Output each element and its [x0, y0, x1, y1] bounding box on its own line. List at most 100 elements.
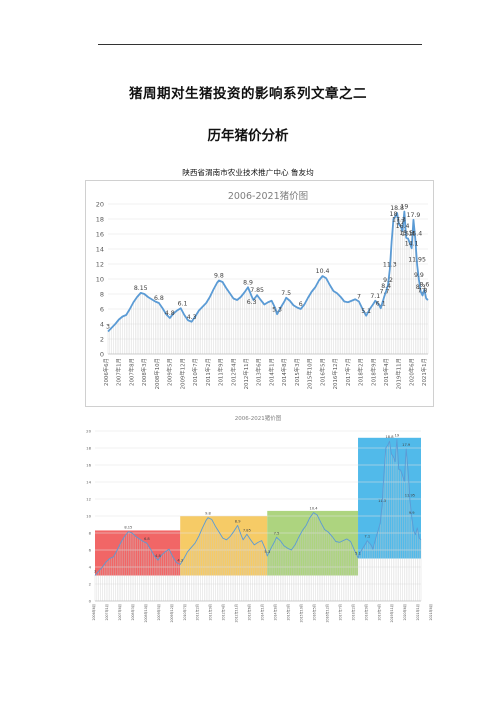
x-tick-label: 2007年1月 [104, 604, 109, 621]
x-tick-label: 2017年7月 [344, 358, 352, 386]
price-chart-cycles-svg: 2006-2021猪价图 0 2 4 6 8 10 12 14 16 18 20 2006年6月 2007… [86, 414, 433, 623]
x-tick-label: 2016年5月 [318, 358, 326, 386]
data-label: 7.1 [364, 535, 370, 539]
data-label: 7 [357, 294, 361, 301]
x-tick-label: 2018年9月 [369, 358, 377, 386]
data-label: 7.7 [379, 288, 389, 295]
data-label: 8.15 [124, 526, 132, 530]
data-label: 8.3 [416, 284, 426, 291]
data-label: 9.9 [414, 272, 424, 279]
data-label: 19 [400, 204, 408, 211]
data-label: 16.4 [396, 223, 410, 230]
data-label: 3 [94, 570, 96, 574]
x-tick-label: 2019年4月 [376, 604, 381, 621]
y-tick-label: 18 [96, 215, 104, 223]
data-label: 5.1 [355, 552, 361, 556]
y-tick-label: 16 [86, 462, 91, 467]
data-label: 9.9 [409, 511, 415, 515]
data-label: 6.1 [178, 300, 188, 307]
x-tick-label: 2007年8月 [127, 358, 135, 386]
data-label: 19 [395, 434, 400, 438]
x-tick-label: 2015年10月 [298, 604, 303, 623]
data-label: 18.8 [386, 435, 395, 439]
y-tick-label: 20 [86, 428, 91, 433]
chart-title: 2006-2021猪价图 [235, 414, 282, 422]
data-label: 9.2 [383, 277, 393, 284]
x-tick-label: 2007年8月 [117, 604, 122, 621]
x-tick-label: 2009年12月 [178, 358, 186, 389]
x-tick-label: 2012年4月 [229, 358, 237, 386]
chart-title: 2006-2021猪价图 [228, 190, 308, 202]
y-tick-label: 14 [96, 245, 104, 253]
data-label: 11.3 [378, 499, 386, 503]
y-tick-label: 14 [86, 479, 91, 484]
data-label: 11.95 [405, 493, 415, 497]
data-label: 8.15 [134, 285, 148, 292]
article-title: 猪周期对生猪投资的影响系列文章之二 [129, 86, 367, 102]
data-label: 18.8 [390, 205, 404, 212]
x-tick-label: 2011年2月 [195, 604, 200, 621]
data-label: 6.8 [154, 295, 164, 302]
data-label: 7.5 [274, 531, 280, 535]
x-tick-label: 2015年3月 [285, 604, 290, 621]
cycle-region-3 [267, 510, 359, 576]
data-label: 6.8 [144, 537, 150, 541]
x-tick-label: 2019年11月 [395, 358, 403, 389]
y-tick-label: 18 [86, 445, 91, 450]
data-label: 3 [106, 324, 110, 331]
x-tick-label: 2018年9月 [363, 604, 368, 621]
author-line: 陕西省渭南市农业技术推广中心 鲁友均 [182, 168, 314, 177]
data-label: 7.85 [243, 528, 251, 532]
x-tick-label: 2008年3月 [140, 358, 148, 386]
y-tick-label: 6 [100, 305, 104, 313]
data-label: 6.1 [376, 300, 386, 307]
x-tick-label: 2021年1月 [420, 358, 428, 386]
y-tick-label: 0 [100, 350, 104, 358]
y-tick-label: 0 [89, 598, 92, 603]
x-tick-label: 2016年5月 [311, 604, 316, 621]
data-label: 4.3 [187, 314, 197, 321]
x-tick-label: 2012年11月 [234, 604, 239, 623]
data-label: 5.3 [272, 306, 282, 313]
data-label: 11.3 [383, 261, 397, 268]
data-label: 17.9 [402, 443, 411, 447]
x-tick-label: 2014年8月 [280, 358, 288, 386]
x-tick-label: 2010年7月 [182, 604, 187, 621]
x-tick-label: 2007年1月 [115, 358, 123, 386]
x-tick-label: 2006年6月 [102, 358, 110, 386]
data-label: 4.8 [155, 554, 161, 558]
data-label: 4.3 [177, 558, 183, 562]
price-series-line [94, 439, 422, 576]
x-tick-label: 2015年10月 [306, 358, 314, 389]
data-label: 18 [390, 211, 398, 218]
y-tick-label: 4 [100, 320, 104, 328]
data-label: 14.1 [405, 240, 419, 247]
data-label: 8.9 [235, 519, 241, 523]
y-tick-label: 16 [96, 230, 104, 238]
y-tick-label: 10 [96, 275, 104, 283]
data-label: 15.4 [408, 231, 422, 238]
data-label: 6.3 [247, 299, 257, 306]
data-label: 4.8 [165, 310, 175, 317]
x-tick-label: 2012年4月 [221, 604, 226, 621]
x-tick-label: 2013年6月 [247, 604, 252, 621]
x-tick-label: 2008年3月 [130, 604, 135, 621]
data-label: 10.4 [310, 507, 319, 511]
x-tick-label: 2014年1月 [260, 604, 265, 621]
x-tick-label: 2020年6月 [407, 358, 415, 386]
y-tick-label: 4 [89, 564, 92, 569]
x-tick-label: 2010年7月 [191, 358, 199, 386]
y-tick-label: 8 [89, 530, 92, 535]
data-label: 10.4 [316, 268, 330, 275]
data-label: 15.5 [399, 230, 413, 237]
data-label: 7.1 [370, 293, 380, 300]
x-tick-label: 2011年2月 [204, 358, 212, 386]
cycle-region-2 [180, 516, 268, 576]
price-series-line [107, 210, 429, 333]
x-tick-label: 2015年3月 [293, 358, 301, 386]
data-label: 8.4 [381, 283, 391, 290]
data-label: 9.8 [214, 273, 224, 280]
x-tick-label: 2020年6月 [402, 604, 407, 621]
data-label: 8.9 [243, 279, 253, 286]
x-tick-label: 2018年2月 [357, 358, 365, 386]
